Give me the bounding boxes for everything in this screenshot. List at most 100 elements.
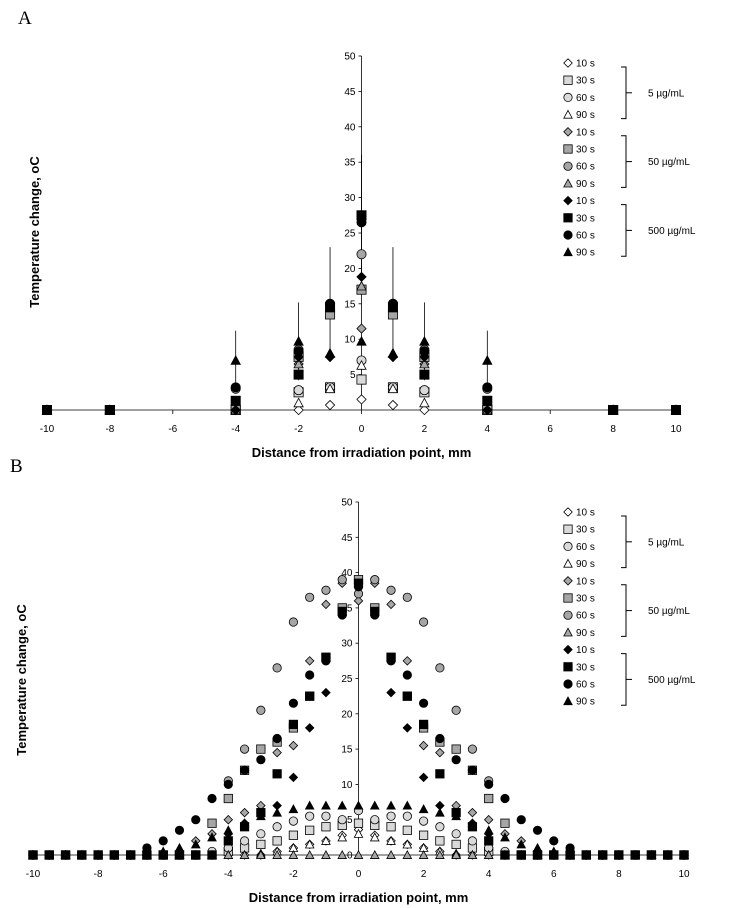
data-point bbox=[386, 599, 396, 610]
data-point bbox=[549, 836, 559, 846]
data-point bbox=[304, 800, 315, 810]
data-point bbox=[223, 836, 233, 846]
data-point bbox=[435, 769, 445, 779]
y-tick-label: 15 bbox=[341, 745, 353, 756]
data-point bbox=[483, 849, 494, 859]
data-point bbox=[484, 779, 494, 790]
data-point bbox=[293, 335, 304, 346]
data-point bbox=[387, 347, 399, 358]
data-point bbox=[402, 839, 413, 849]
x-tick-label: -10 bbox=[40, 424, 55, 435]
legend-group-label: 50 µg/mL bbox=[648, 157, 690, 168]
data-point bbox=[369, 832, 380, 842]
data-point bbox=[402, 656, 413, 666]
data-point bbox=[435, 822, 445, 832]
data-point bbox=[467, 807, 478, 818]
data-point bbox=[402, 800, 413, 810]
legend-marker bbox=[563, 144, 573, 154]
data-point bbox=[435, 807, 445, 817]
data-point bbox=[353, 818, 364, 828]
data-point bbox=[418, 617, 429, 627]
data-point bbox=[402, 723, 413, 733]
data-point bbox=[272, 769, 282, 779]
data-point bbox=[356, 271, 367, 283]
legend: 10 s 30 s 60 s 90 s 10 s 30 s 60 s 90 s 10 s 30 s… bbox=[563, 58, 696, 259]
data-point bbox=[142, 849, 152, 859]
x-tick-label: 6 bbox=[547, 424, 553, 435]
data-point bbox=[305, 592, 315, 602]
y-tick-label: 30 bbox=[344, 193, 356, 204]
data-point bbox=[239, 818, 250, 828]
x-tick-label: 10 bbox=[670, 424, 682, 435]
legend-marker bbox=[563, 696, 573, 706]
data-point bbox=[256, 705, 266, 715]
legend-marker bbox=[563, 627, 573, 637]
data-point bbox=[353, 800, 364, 810]
data-point bbox=[435, 849, 445, 859]
data-point bbox=[28, 849, 38, 859]
data-point bbox=[402, 691, 412, 701]
data-point bbox=[44, 849, 55, 859]
legend-label: 60 s bbox=[576, 93, 595, 104]
data-point bbox=[356, 335, 367, 346]
legend-bracket bbox=[621, 584, 627, 637]
data-point bbox=[288, 830, 299, 840]
data-point bbox=[482, 382, 493, 393]
data-point bbox=[207, 793, 217, 804]
data-point bbox=[597, 849, 608, 859]
data-point bbox=[191, 815, 201, 825]
data-point bbox=[76, 849, 87, 859]
data-point bbox=[304, 849, 315, 859]
data-point bbox=[483, 825, 494, 835]
data-point bbox=[191, 850, 201, 860]
y-tick-label: 45 bbox=[344, 87, 356, 98]
data-point bbox=[223, 825, 234, 835]
x-tick-label: 0 bbox=[356, 869, 362, 880]
data-point bbox=[230, 404, 241, 416]
data-point bbox=[435, 733, 445, 744]
y-tick-label: 40 bbox=[341, 568, 353, 579]
data-point bbox=[419, 404, 430, 416]
data-point bbox=[321, 656, 331, 666]
data-point bbox=[305, 811, 315, 821]
legend-bracket bbox=[621, 515, 627, 569]
data-point bbox=[402, 849, 413, 859]
data-point bbox=[356, 374, 367, 385]
data-point bbox=[288, 740, 299, 751]
data-point bbox=[293, 397, 304, 408]
data-point bbox=[293, 358, 304, 369]
legend-marker bbox=[563, 644, 573, 655]
data-point bbox=[288, 804, 299, 814]
data-point bbox=[256, 755, 266, 765]
data-point bbox=[516, 815, 526, 825]
data-point bbox=[418, 698, 429, 708]
data-point bbox=[158, 836, 168, 846]
legend-group-label: 500 µg/mL bbox=[648, 226, 696, 237]
legend-label: 90 s bbox=[576, 559, 595, 570]
legend-marker bbox=[563, 247, 573, 257]
legend-marker bbox=[563, 662, 573, 672]
legend-marker bbox=[563, 524, 573, 534]
data-point bbox=[402, 811, 412, 821]
data-point bbox=[288, 698, 298, 708]
data-point bbox=[239, 765, 250, 775]
data-point bbox=[532, 842, 543, 852]
data-point bbox=[451, 829, 461, 839]
y-tick-label: 20 bbox=[341, 709, 353, 720]
data-point bbox=[532, 825, 543, 835]
x-axis-title: Distance from irradiation point, mm bbox=[249, 890, 469, 905]
data-point bbox=[419, 369, 430, 380]
y-tick-label: 50 bbox=[344, 52, 356, 63]
data-point bbox=[230, 382, 241, 393]
legend: 10 s 30 s 60 s 90 s 10 s 30 s 60 s 90 s 10 s 30 s… bbox=[563, 507, 696, 708]
legend-label: 10 s bbox=[576, 508, 595, 519]
data-point bbox=[386, 656, 396, 666]
data-point bbox=[272, 733, 282, 744]
data-point bbox=[418, 804, 429, 814]
x-axis-title: Distance from irradiation point, mm bbox=[252, 445, 472, 460]
data-point bbox=[293, 385, 304, 396]
data-point bbox=[418, 719, 429, 729]
legend-marker bbox=[563, 92, 573, 103]
y-tick-label: 0 bbox=[347, 851, 353, 862]
data-point bbox=[500, 818, 510, 828]
